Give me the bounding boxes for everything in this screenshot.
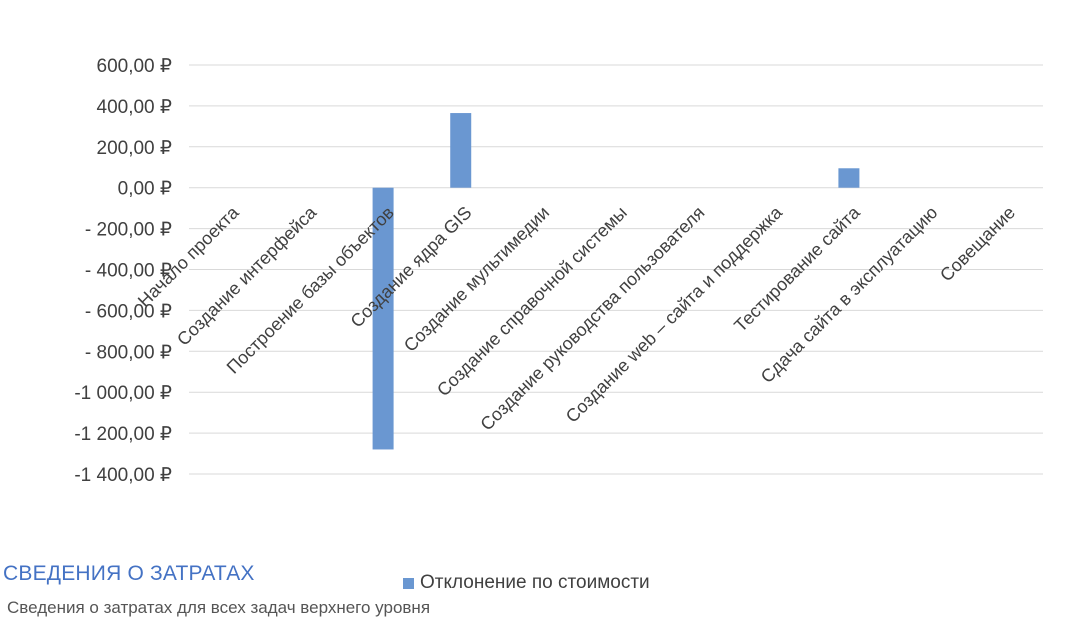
category-label: Создание мультимедии xyxy=(400,202,553,355)
y-tick-label: 200,00 ₽ xyxy=(97,138,172,159)
category-label: Совещание xyxy=(936,202,1019,285)
bar xyxy=(450,113,472,188)
bar xyxy=(838,168,860,188)
y-axis-tick-labels: 600,00 ₽ 400,00 ₽ 200,00 ₽ 0,00 ₽ - 200,00 ₽… xyxy=(74,56,172,486)
bars xyxy=(372,113,860,450)
y-tick-label: -1 200,00 ₽ xyxy=(74,424,172,445)
section-subtitle: Сведения о затратах для всех задач верхн… xyxy=(7,598,431,617)
category-label: Создание интерфейса xyxy=(173,202,321,350)
y-tick-label: - 200,00 ₽ xyxy=(85,220,172,241)
y-tick-label: 0,00 ₽ xyxy=(118,179,172,200)
legend: Отклонение по стоимости xyxy=(403,571,650,595)
y-tick-label: - 400,00 ₽ xyxy=(85,261,172,282)
y-tick-label: 400,00 ₽ xyxy=(97,97,172,118)
legend-swatch xyxy=(403,577,414,589)
y-tick-label: -1 400,00 ₽ xyxy=(74,465,172,486)
cost-variance-chart: 600,00 ₽ 400,00 ₽ 200,00 ₽ 0,00 ₽ - 200,00 ₽… xyxy=(74,56,1043,486)
gridlines xyxy=(189,64,1043,475)
y-tick-label: -1 000,00 ₽ xyxy=(74,383,172,404)
bar xyxy=(372,187,394,450)
y-tick-label: - 800,00 ₽ xyxy=(85,342,172,363)
legend-label: Отклонение по стоимости xyxy=(420,572,650,593)
category-label: Тестирование сайта xyxy=(730,202,864,336)
y-tick-label: - 600,00 ₽ xyxy=(85,301,172,322)
y-tick-label: 600,00 ₽ xyxy=(97,56,172,77)
section-title: СВЕДЕНИЯ О ЗАТРАТАХ xyxy=(3,562,255,585)
